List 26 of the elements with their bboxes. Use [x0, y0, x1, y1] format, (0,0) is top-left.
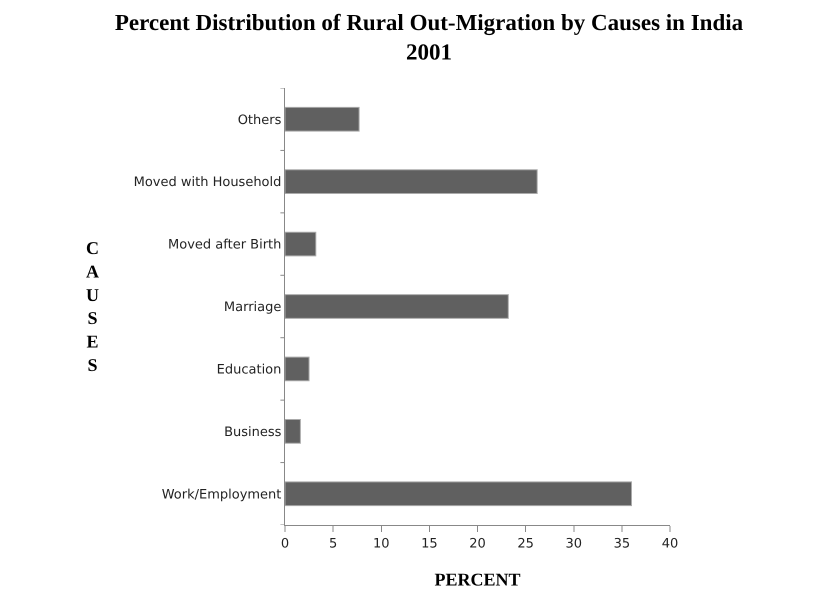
y-tick-label: Others [238, 112, 282, 128]
x-tick-label: 15 [421, 536, 438, 552]
x-tick-label: 35 [614, 536, 630, 552]
y-tick-label: Work/Employment [162, 487, 282, 502]
x-axis-title: PERCENT [434, 570, 521, 590]
bar [285, 232, 316, 256]
bar [285, 356, 310, 382]
bar [285, 294, 509, 319]
y-tick-label: Education [216, 362, 282, 378]
x-tick-label: 25 [517, 536, 534, 552]
bar [285, 106, 360, 132]
bar [285, 419, 301, 444]
x-tick-label: 0 [280, 536, 290, 552]
y-tick-label: Moved with Household [134, 175, 282, 190]
chart-title: Percent Distribution of Rural Out-Migration by Causes in India 2001 [114, 10, 744, 65]
x-tick-label: 30 [565, 536, 582, 552]
y-axis-title: CAUSES [86, 238, 99, 375]
x-tick-label: 5 [328, 536, 338, 552]
bar [285, 169, 538, 194]
y-tick-label: Business [224, 424, 282, 440]
x-tick-label: 40 [662, 536, 678, 552]
bar [285, 481, 632, 506]
x-tick-label: 20 [469, 536, 486, 552]
y-tick-label: Moved after Birth [168, 238, 282, 253]
x-tick-label: 10 [372, 536, 390, 552]
y-tick-label: Marriage [224, 300, 282, 316]
